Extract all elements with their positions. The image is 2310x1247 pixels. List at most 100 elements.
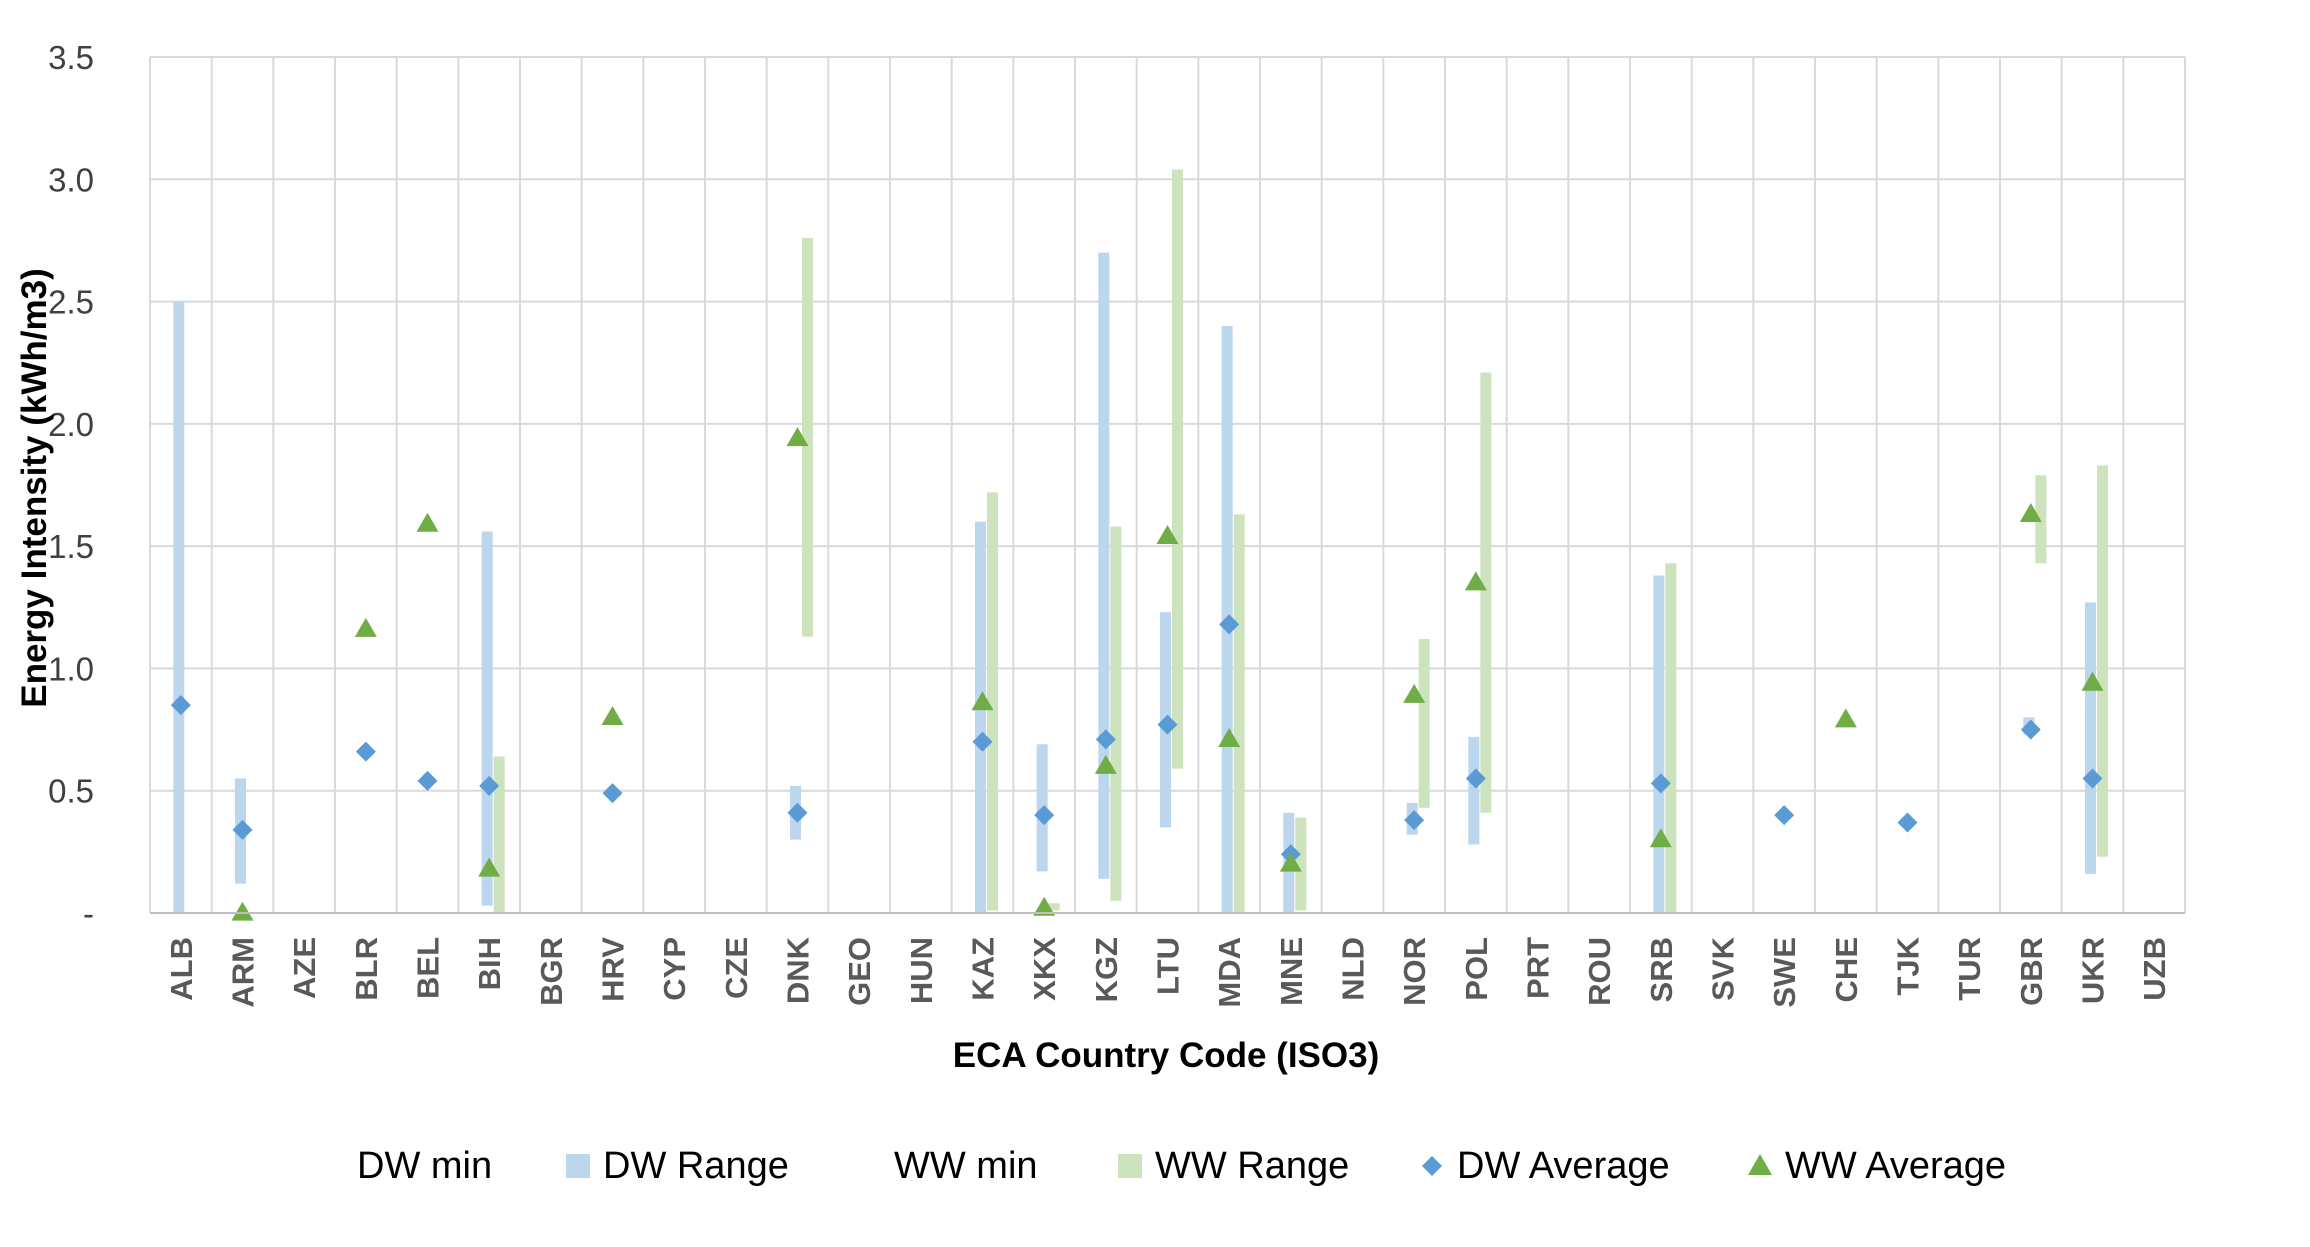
ww-average-marker — [1094, 754, 1117, 774]
dw-average-marker — [170, 695, 191, 716]
ww-range-bar — [1233, 514, 1245, 913]
x-tick-label: NOR — [1397, 937, 1432, 1006]
x-tick-label: UKR — [2076, 937, 2111, 1004]
x-tick-label: BLR — [349, 937, 384, 1001]
x-tick-label: HRV — [596, 937, 631, 1002]
legend-swatch-square — [566, 1154, 590, 1178]
ww-average-marker — [2019, 502, 2042, 522]
y-tick-label: 1.0 — [48, 650, 94, 687]
dw-average-marker — [1034, 805, 1055, 826]
y-tick-label: - — [83, 895, 94, 932]
ww-range-bar — [1048, 903, 1060, 911]
legend-label: DW min — [357, 1145, 492, 1187]
axes: - 0.5 1.0 1.5 2.0 2.5 3.0 3.5 ALB ARM AZE BLR BEL BIH… — [48, 39, 2185, 1008]
dw-average-marker — [355, 741, 376, 762]
dw-range-bar — [975, 521, 986, 913]
x-tick-label: DNK — [781, 936, 816, 1004]
ww-average-marker — [1403, 683, 1426, 703]
dw-range-bar — [2085, 602, 2096, 874]
x-tick-label: GEO — [842, 937, 877, 1006]
x-tick-label: BGR — [534, 937, 569, 1006]
ww-range-bar — [987, 492, 998, 911]
dw-average-marker — [1774, 805, 1795, 826]
legend-swatch-square — [1118, 1154, 1142, 1178]
x-tick-label: ARM — [226, 937, 261, 1008]
ww-range-bar — [1418, 639, 1430, 808]
ww-average-marker — [1033, 896, 1056, 916]
legend-label: WW min — [894, 1145, 1038, 1187]
ww-range-bar — [1295, 817, 1307, 911]
ww-average-marker — [416, 512, 439, 532]
dw-average-marker — [972, 731, 993, 752]
x-tick-label: SVK — [1706, 936, 1741, 1000]
ww-range-bar — [1480, 372, 1492, 813]
x-tick-label: POL — [1459, 937, 1494, 1001]
average-markers — [170, 427, 2104, 921]
ww-average-marker — [1464, 571, 1487, 591]
x-tick-label: KAZ — [966, 937, 1001, 1001]
ww-average-marker — [478, 857, 501, 877]
x-tick-label: CZE — [719, 937, 754, 999]
x-tick-label: LTU — [1151, 937, 1186, 995]
dw-average-marker — [417, 770, 438, 791]
x-tick-label: BIH — [472, 937, 507, 990]
ww-average-marker — [1279, 852, 1302, 872]
y-tick-label: 1.5 — [48, 528, 94, 565]
ww-range-bar — [1110, 526, 1122, 901]
dw-average-marker — [602, 783, 623, 804]
y-tick-label: 2.5 — [48, 284, 94, 321]
ww-average-marker — [354, 617, 377, 637]
ww-average-marker — [2081, 671, 2104, 691]
ww-average-marker — [1649, 828, 1672, 848]
legend-swatch-diamond — [1422, 1156, 1442, 1176]
dw-average-marker — [2082, 768, 2103, 789]
legend-swatch-triangle — [1748, 1154, 1772, 1175]
dw-average-marker — [1465, 768, 1486, 789]
y-tick-label: 2.0 — [48, 406, 94, 443]
dw-average-marker — [1404, 810, 1425, 831]
y-axis-title: Energy Intensity (kWh/m3) — [15, 268, 54, 708]
y-tick-label: 3.5 — [48, 39, 94, 76]
x-tick-label: TJK — [1891, 936, 1926, 995]
x-tick-label: XKX — [1027, 937, 1062, 1001]
x-tick-label: NLD — [1336, 937, 1371, 1001]
dw-average-marker — [1095, 729, 1116, 750]
legend-label: DW Range — [603, 1145, 789, 1187]
ww-range-bar — [1665, 563, 1677, 913]
x-tick-label: HUN — [904, 937, 939, 1004]
dw-range-bar — [481, 531, 493, 906]
x-tick-label: UZB — [2137, 937, 2172, 1001]
ww-average-marker — [601, 705, 624, 725]
x-tick-label: KGZ — [1089, 937, 1124, 1003]
dw-average-marker — [2020, 719, 2041, 740]
dw-average-marker — [1897, 812, 1918, 833]
legend-label: WW Range — [1155, 1145, 1349, 1187]
y-tick-label: 0.5 — [48, 773, 94, 810]
ww-average-marker — [1156, 524, 1179, 544]
ww-range-bar — [802, 237, 813, 637]
x-tick-label: AZE — [287, 937, 322, 999]
x-tick-label: ALB — [164, 937, 199, 1001]
x-tick-label: SWE — [1767, 937, 1802, 1008]
x-axis-title: ECA Country Code (ISO3) — [953, 1036, 1380, 1075]
ww-average-marker — [1218, 727, 1241, 747]
x-tick-label: SRB — [1644, 937, 1679, 1002]
ww-average-marker — [231, 901, 254, 921]
x-tick-label: BEL — [411, 937, 446, 999]
ww-range-bar — [493, 756, 505, 913]
x-tick-label: TUR — [1952, 937, 1987, 1001]
dw-average-marker — [232, 819, 253, 840]
x-tick-label: CYP — [657, 937, 692, 1001]
ww-range-bar — [2097, 465, 2108, 857]
dw-average-marker — [1219, 614, 1240, 635]
x-tick-label: MDA — [1212, 937, 1247, 1008]
x-tick-label: PRT — [1521, 937, 1556, 999]
dw-average-marker — [1650, 773, 1671, 794]
legend-label: WW Average — [1785, 1145, 2006, 1187]
dw-average-marker — [479, 775, 500, 796]
ww-average-marker — [971, 691, 994, 711]
legend-label: DW Average — [1457, 1145, 1670, 1187]
